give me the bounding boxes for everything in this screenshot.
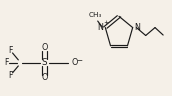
Text: N: N: [135, 23, 141, 32]
Text: −: −: [76, 58, 82, 64]
Text: +: +: [103, 20, 109, 26]
Text: N: N: [97, 23, 103, 32]
Text: CH₃: CH₃: [88, 12, 102, 18]
Text: S: S: [42, 58, 47, 67]
Text: O: O: [71, 58, 77, 67]
Text: O: O: [41, 43, 48, 53]
Text: F: F: [8, 46, 13, 55]
Text: F: F: [8, 71, 13, 79]
Text: O: O: [41, 73, 48, 82]
Text: F: F: [4, 58, 9, 67]
